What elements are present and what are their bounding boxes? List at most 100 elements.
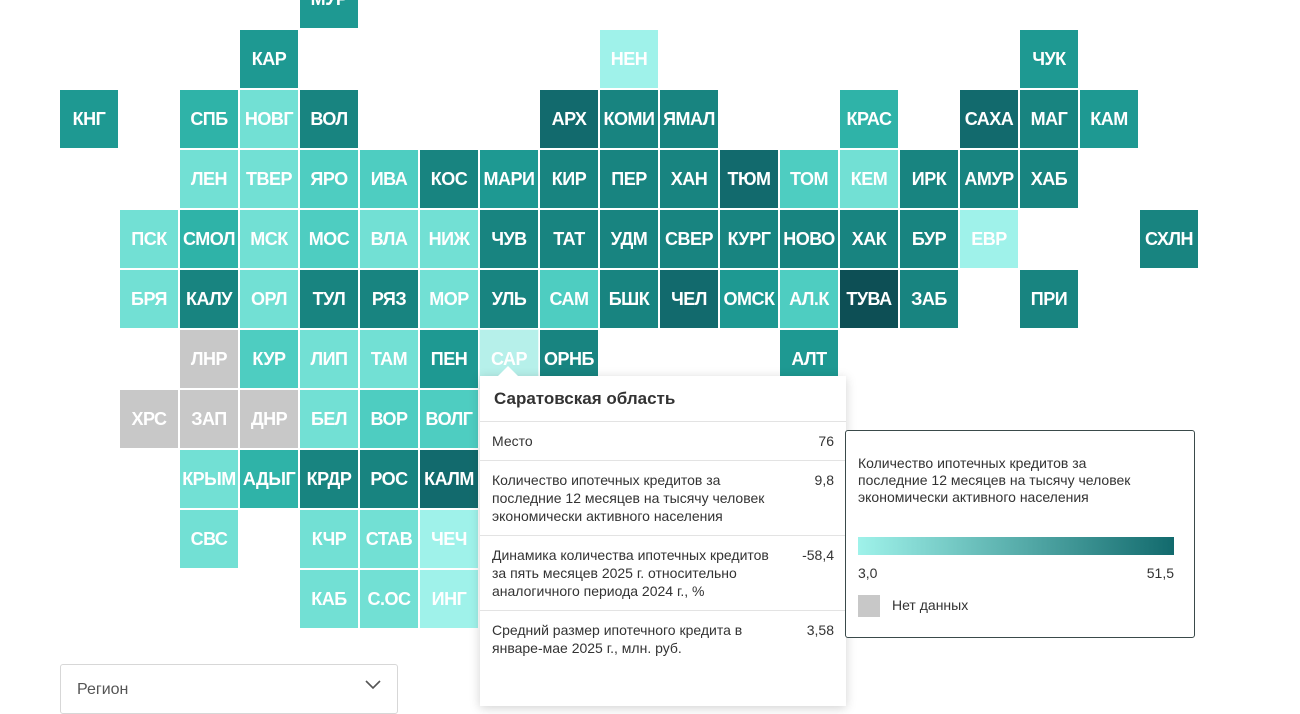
region-tile[interactable]: КАР (240, 30, 298, 88)
region-tile[interactable]: КНГ (60, 90, 118, 148)
region-tile[interactable]: ЯРО (300, 150, 358, 208)
region-tile[interactable]: ВОЛГ (420, 390, 478, 448)
tooltip-arrow (498, 366, 518, 376)
region-tile[interactable]: СВС (180, 510, 238, 568)
region-tile[interactable]: ВЛА (360, 210, 418, 268)
region-tile[interactable]: СВЕР (660, 210, 718, 268)
region-tile[interactable]: КУР (240, 330, 298, 388)
region-tile[interactable]: ТУЛ (300, 270, 358, 328)
legend-gradient-bar (858, 537, 1174, 555)
region-tile[interactable]: ЯМАЛ (660, 90, 718, 148)
region-tile[interactable]: МАРИ (480, 150, 538, 208)
region-tile[interactable]: ИРК (900, 150, 958, 208)
region-tile[interactable]: ОМСК (720, 270, 778, 328)
region-tile[interactable]: ХРС (120, 390, 178, 448)
region-tile[interactable]: ИНГ (420, 570, 478, 628)
region-tile[interactable]: КРАС (840, 90, 898, 148)
region-tile[interactable]: ЧУВ (480, 210, 538, 268)
region-tile[interactable]: УЛЬ (480, 270, 538, 328)
region-tile[interactable]: АМУР (960, 150, 1018, 208)
legend-max-label: 51,5 (1146, 565, 1174, 581)
region-tile[interactable]: ОРЛ (240, 270, 298, 328)
region-tile[interactable]: АЛ.К (780, 270, 838, 328)
region-tile[interactable]: РОС (360, 450, 418, 508)
region-tile[interactable]: АРХ (540, 90, 598, 148)
region-tile[interactable]: СПБ (180, 90, 238, 148)
region-tile[interactable]: ХАН (660, 150, 718, 208)
region-tile[interactable]: КРЫМ (180, 450, 238, 508)
region-tile[interactable]: КАМ (1080, 90, 1138, 148)
region-tile[interactable]: КОМИ (600, 90, 658, 148)
region-tile[interactable]: НЕН (600, 30, 658, 88)
region-tile[interactable]: ПРИ (1020, 270, 1078, 328)
region-tile[interactable]: С.ОС (360, 570, 418, 628)
region-tile[interactable]: ПЕР (600, 150, 658, 208)
region-tile[interactable]: КУРГ (720, 210, 778, 268)
region-tile[interactable]: БРЯ (120, 270, 178, 328)
region-tile[interactable]: ЧЕЛ (660, 270, 718, 328)
tooltip-row-dynamics: Динамика количества ипотечных кредитов з… (480, 535, 846, 610)
region-tile[interactable]: ИВА (360, 150, 418, 208)
legend-nodata-label: Нет данных (892, 597, 969, 613)
region-tile[interactable]: ЧЕЧ (420, 510, 478, 568)
region-tile[interactable]: КАЛМ (420, 450, 478, 508)
region-tile[interactable]: УДМ (600, 210, 658, 268)
region-tile[interactable]: ТЮМ (720, 150, 778, 208)
region-tile[interactable]: КИР (540, 150, 598, 208)
region-tile[interactable]: ДНР (240, 390, 298, 448)
region-tile[interactable]: КАБ (300, 570, 358, 628)
region-select-placeholder: Регион (77, 681, 129, 698)
region-tile[interactable]: МОР (420, 270, 478, 328)
region-tile[interactable]: МСК (240, 210, 298, 268)
region-tile[interactable]: ВОР (360, 390, 418, 448)
region-tile[interactable]: ЛЕН (180, 150, 238, 208)
region-tile[interactable]: ХАБ (1020, 150, 1078, 208)
region-tile[interactable]: МОС (300, 210, 358, 268)
legend-nodata-swatch (858, 595, 880, 617)
region-tile[interactable]: ТАТ (540, 210, 598, 268)
tooltip-row-value: 3,58 (806, 622, 834, 638)
region-tile[interactable]: КЕМ (840, 150, 898, 208)
region-select[interactable]: Регион (60, 664, 398, 714)
region-tile[interactable]: СХЛН (1140, 210, 1198, 268)
region-tile[interactable]: САХА (960, 90, 1018, 148)
tooltip-row-label: Место (492, 433, 533, 449)
region-tile[interactable]: ЕВР (960, 210, 1018, 268)
region-tile[interactable]: РЯЗ (360, 270, 418, 328)
tooltip-row-rank: Место 76 (480, 421, 846, 460)
region-tile[interactable]: КАЛУ (180, 270, 238, 328)
region-tile[interactable]: ВОЛ (300, 90, 358, 148)
region-tile[interactable]: СМОЛ (180, 210, 238, 268)
region-tile[interactable]: КОС (420, 150, 478, 208)
region-tile[interactable]: БШК (600, 270, 658, 328)
region-tile[interactable]: АДЫГ (240, 450, 298, 508)
region-tile[interactable]: НОВГ (240, 90, 298, 148)
tooltip-row-value: 76 (818, 433, 834, 449)
region-tile[interactable]: ПЕН (420, 330, 478, 388)
region-tile[interactable]: НОВО (780, 210, 838, 268)
region-tile[interactable]: КРДР (300, 450, 358, 508)
legend-min-label: 3,0 (858, 565, 878, 581)
region-tile[interactable]: ХАК (840, 210, 898, 268)
region-tile[interactable]: САМ (540, 270, 598, 328)
region-tile[interactable]: ЛНР (180, 330, 238, 388)
region-tile[interactable]: ЗАП (180, 390, 238, 448)
region-tile[interactable]: БЕЛ (300, 390, 358, 448)
region-tile[interactable]: ТВЕР (240, 150, 298, 208)
region-tile[interactable]: МУР (300, 0, 358, 28)
region-tile[interactable]: ТАМ (360, 330, 418, 388)
tooltip-row-value: -58,4 (802, 547, 834, 563)
region-tile[interactable]: ТОМ (780, 150, 838, 208)
tooltip-title: Саратовская область (494, 389, 676, 408)
region-tile[interactable]: БУР (900, 210, 958, 268)
region-tile[interactable]: ЗАБ (900, 270, 958, 328)
region-tile[interactable]: МАГ (1020, 90, 1078, 148)
region-tile[interactable]: СТАВ (360, 510, 418, 568)
region-tile[interactable]: ТУВА (840, 270, 898, 328)
region-tile[interactable]: КЧР (300, 510, 358, 568)
region-tile[interactable]: ЧУК (1020, 30, 1078, 88)
region-tile[interactable]: НИЖ (420, 210, 478, 268)
region-tile[interactable]: ЛИП (300, 330, 358, 388)
region-tile[interactable]: ПСК (120, 210, 178, 268)
